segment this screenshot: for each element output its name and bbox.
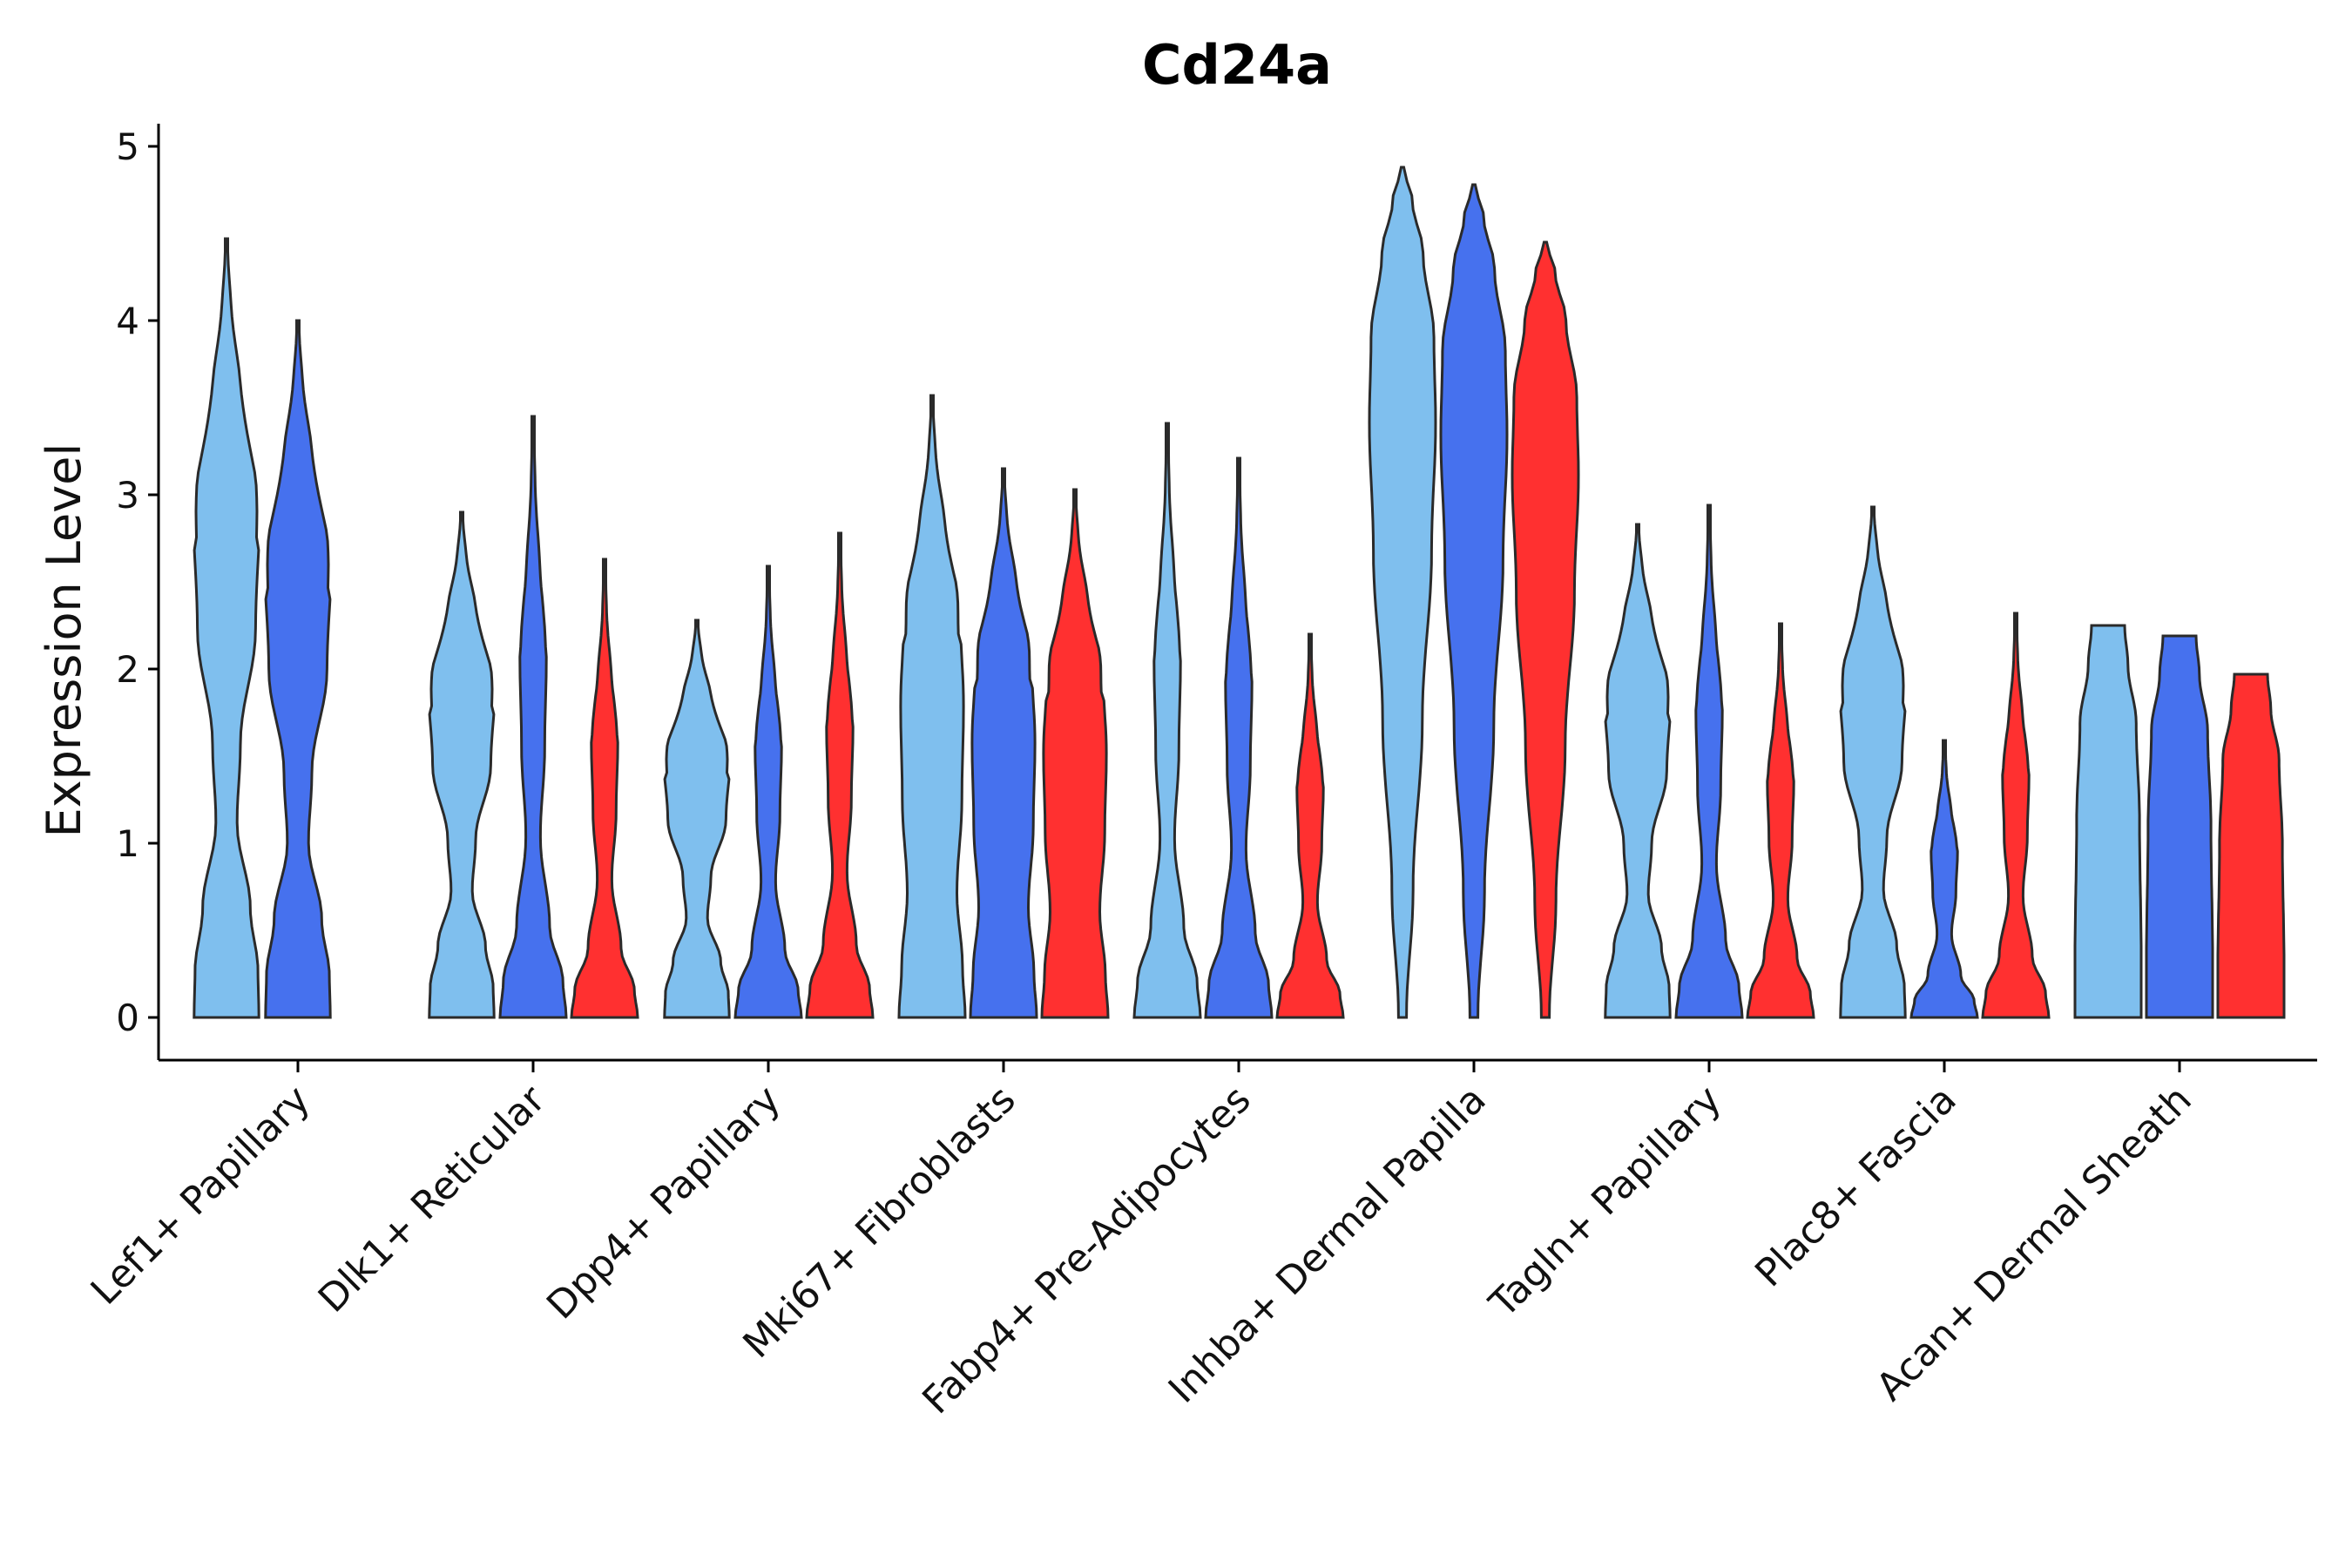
x-tick-label-1: Dlk1+ Reticular: [310, 1077, 555, 1321]
violin-1-2: [570, 558, 639, 1019]
violin-0-0: [193, 237, 260, 1019]
x-tick-label-6: Tagln+ Papillary: [1481, 1078, 1730, 1327]
x-tick-label-2: Dpp4+ Papillary: [538, 1078, 789, 1328]
violin-2-0: [663, 618, 731, 1019]
violin-3-2: [1040, 488, 1110, 1019]
x-tick-label-7: Plac8+ Fascia: [1747, 1078, 1965, 1296]
violin-7-0: [1839, 505, 1907, 1019]
violin-5-0: [1368, 166, 1437, 1019]
violin-8-2: [2216, 672, 2286, 1019]
y-tick-label-1: 1: [116, 822, 139, 865]
y-tick-label-5: 5: [116, 125, 139, 168]
violin-6-1: [1674, 504, 1744, 1019]
violins-layer: [193, 166, 2286, 1019]
violin-4-1: [1204, 456, 1274, 1019]
y-tick-label-4: 4: [116, 300, 139, 342]
violin-0-1: [264, 319, 332, 1019]
violin-5-1: [1439, 183, 1509, 1019]
violin-1-1: [498, 415, 568, 1019]
violin-2-1: [733, 564, 803, 1019]
chart-title: Cd24a: [1142, 33, 1332, 97]
y-axis-title: Expression Level: [37, 443, 91, 838]
violin-8-0: [2073, 624, 2143, 1019]
y-tick-label-2: 2: [116, 648, 139, 691]
violin-2-2: [805, 531, 875, 1019]
violin-6-0: [1604, 523, 1672, 1019]
violin-7-2: [1981, 612, 2051, 1019]
violin-8-1: [2145, 634, 2214, 1019]
violin-6-2: [1746, 622, 1815, 1019]
violin-3-0: [897, 394, 967, 1019]
violin-5-2: [1511, 240, 1580, 1019]
y-tick-label-3: 3: [116, 474, 139, 517]
violin-1-0: [428, 510, 496, 1019]
y-tick-label-0: 0: [116, 997, 139, 1039]
violin-4-0: [1132, 422, 1202, 1019]
violin-4-2: [1275, 632, 1345, 1019]
violin-7-1: [1909, 739, 1979, 1019]
violin-3-1: [969, 467, 1038, 1019]
x-tick-label-0: Lef1+ Papillary: [83, 1078, 319, 1314]
